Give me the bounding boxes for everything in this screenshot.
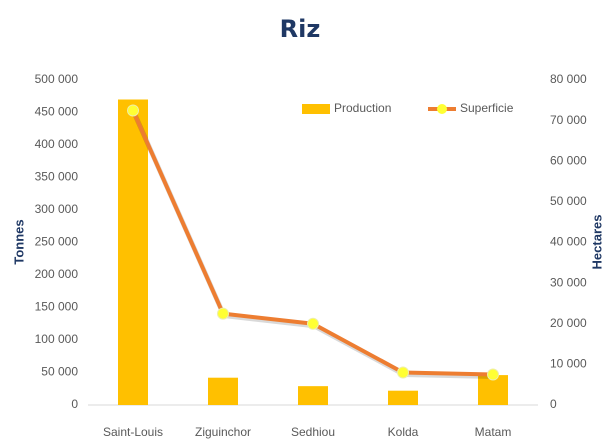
legend-swatch <box>302 104 330 114</box>
bar <box>208 377 238 405</box>
x-tick-label: Sedhiou <box>291 425 335 439</box>
y2-tick-label: 80 000 <box>550 72 587 86</box>
y2-tick-label: 70 000 <box>550 113 587 127</box>
marker <box>397 366 409 379</box>
y-tick-label: 500 000 <box>35 72 79 86</box>
bar <box>388 390 418 405</box>
marker <box>127 104 139 117</box>
y-axis-title: Tonnes <box>11 219 26 264</box>
marker <box>217 307 229 320</box>
legend-label: Superficie <box>460 101 514 115</box>
y-tick-label: 300 000 <box>35 202 79 216</box>
y2-tick-label: 20 000 <box>550 316 587 330</box>
y2-tick-label: 30 000 <box>550 275 587 289</box>
x-tick-label: Ziguinchor <box>195 425 251 439</box>
y-tick-label: 400 000 <box>35 137 79 151</box>
y2-tick-label: 40 000 <box>550 235 587 249</box>
bar <box>298 386 328 405</box>
y2-tick-label: 10 000 <box>550 357 587 371</box>
x-tick-label: Saint-Louis <box>103 425 163 439</box>
bar <box>118 99 148 405</box>
y2-tick-label: 50 000 <box>550 194 587 208</box>
x-tick-label: Matam <box>475 425 512 439</box>
marker <box>487 368 499 381</box>
y-tick-label: 250 000 <box>35 235 79 249</box>
y-tick-label: 350 000 <box>35 170 79 184</box>
y-tick-label: 50 000 <box>41 365 78 379</box>
y-tick-label: 150 000 <box>35 300 79 314</box>
line-shadow <box>131 111 495 380</box>
y-tick-label: 200 000 <box>35 267 79 281</box>
chart-title: Riz <box>280 15 321 43</box>
line <box>131 109 494 377</box>
legend-label: Production <box>334 101 391 115</box>
x-tick-label: Kolda <box>388 425 419 439</box>
marker <box>307 317 319 330</box>
y-tick-label: 450 000 <box>35 105 79 119</box>
y2-tick-label: 0 <box>550 397 557 411</box>
y2-axis-title: Hectares <box>589 215 604 270</box>
y2-tick-label: 60 000 <box>550 153 587 167</box>
y-tick-label: 100 000 <box>35 332 79 346</box>
y-tick-label: 0 <box>71 397 78 411</box>
legend-marker <box>437 104 447 114</box>
